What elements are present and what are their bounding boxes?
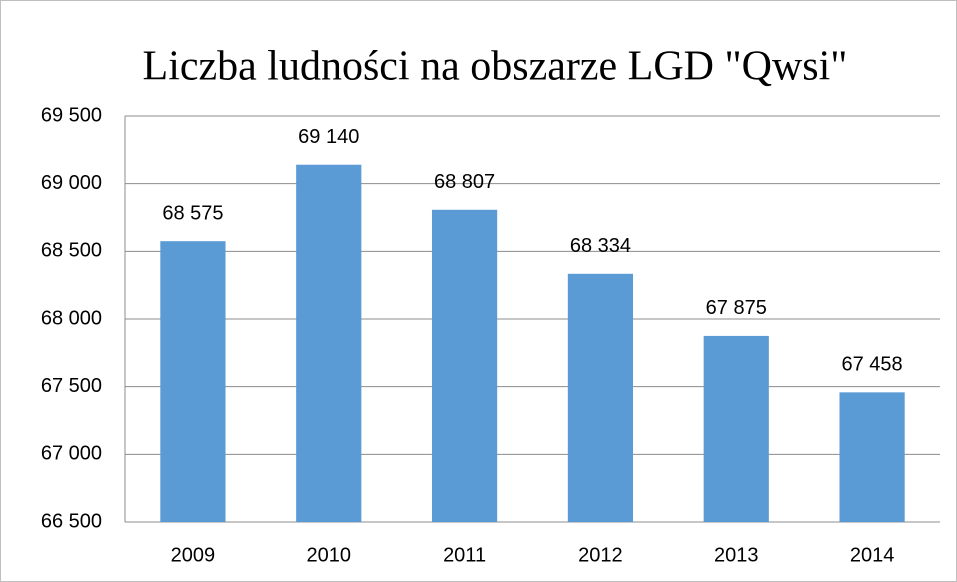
data-label: 67 458: [841, 354, 902, 376]
bar: [431, 209, 498, 522]
y-tick-label: 66 500: [41, 510, 102, 532]
x-tick-label: 2014: [850, 544, 895, 566]
x-tick-label: 2013: [714, 544, 759, 566]
x-tick-label: 2010: [307, 544, 352, 566]
y-tick-label: 69 500: [41, 104, 102, 126]
y-tick-label: 68 000: [41, 307, 102, 329]
x-tick-label: 2009: [171, 544, 216, 566]
data-label: 69 140: [298, 126, 359, 148]
data-label: 67 875: [706, 297, 767, 319]
bar: [160, 241, 226, 522]
chart-title: Liczba ludności na obszarze LGD "Qwsi": [143, 44, 848, 90]
y-tick-label: 67 000: [41, 443, 102, 465]
y-tick-label: 67 500: [41, 375, 102, 397]
x-tick-label: 2011: [443, 544, 486, 566]
bar: [839, 392, 905, 522]
data-label: 68 575: [162, 202, 223, 224]
data-label: 68 334: [570, 235, 631, 257]
y-tick-label: 69 000: [41, 172, 102, 194]
bar: [703, 335, 769, 522]
y-tick-label: 68 500: [41, 240, 102, 262]
bar: [296, 164, 362, 522]
x-tick-label: 2012: [578, 544, 623, 566]
data-label: 68 807: [434, 171, 495, 193]
bar: [567, 273, 634, 522]
